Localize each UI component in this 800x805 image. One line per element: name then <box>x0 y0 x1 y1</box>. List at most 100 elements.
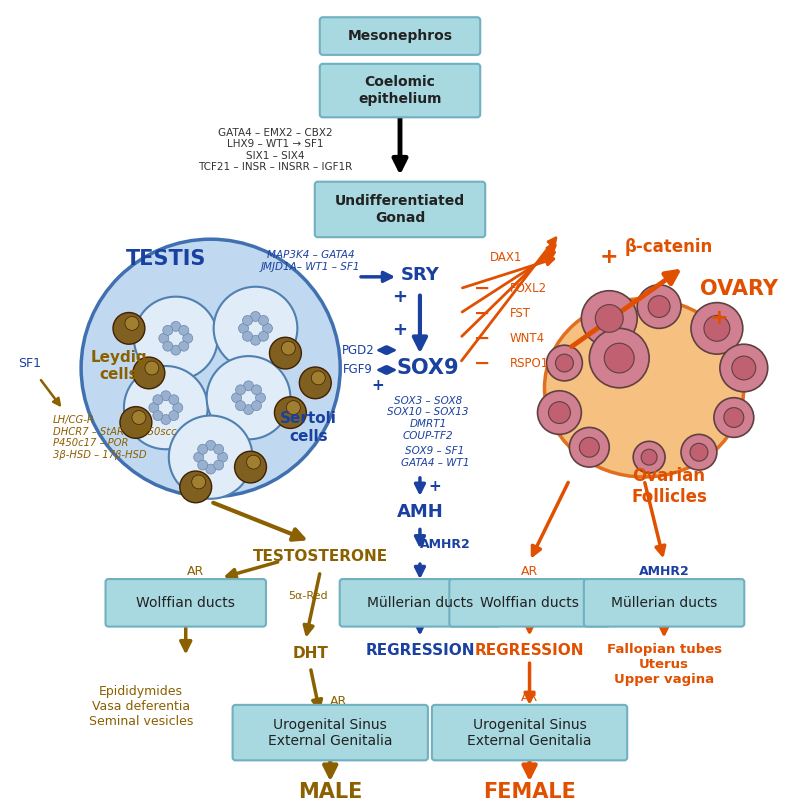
Circle shape <box>169 415 253 499</box>
Circle shape <box>648 295 670 317</box>
Text: Sertoli
cells: Sertoli cells <box>280 411 337 444</box>
Circle shape <box>198 460 208 470</box>
Circle shape <box>178 341 189 351</box>
Circle shape <box>161 390 170 401</box>
Circle shape <box>251 401 262 411</box>
Text: Coelomic
epithelium: Coelomic epithelium <box>358 76 442 105</box>
Circle shape <box>250 336 261 345</box>
Text: SOX3 – SOX8
SOX10 – SOX13
DMRT1
COUP-TF2: SOX3 – SOX8 SOX10 – SOX13 DMRT1 COUP-TF2 <box>387 396 469 440</box>
Text: Undifferentiated
Gonad: Undifferentiated Gonad <box>335 194 465 225</box>
Circle shape <box>286 401 300 415</box>
Circle shape <box>198 444 208 454</box>
Text: PGD2: PGD2 <box>342 344 374 357</box>
Circle shape <box>246 455 261 469</box>
Text: Ovarian
Follicles: Ovarian Follicles <box>631 468 707 506</box>
Circle shape <box>153 411 163 420</box>
Text: GATA4 – EMX2 – CBX2
LHX9 – WT1 → SF1
SIX1 – SIX4
TCF21 – INSR – INSRR – IGF1R: GATA4 – EMX2 – CBX2 LHX9 – WT1 → SF1 SIX… <box>198 128 353 172</box>
Text: REGRESSION: REGRESSION <box>365 643 474 658</box>
Circle shape <box>163 325 173 336</box>
Text: Mesonephros: Mesonephros <box>347 29 453 43</box>
Text: Wolffian ducts: Wolffian ducts <box>480 596 579 610</box>
Circle shape <box>163 341 173 351</box>
Text: AMH: AMH <box>397 502 443 521</box>
Circle shape <box>714 398 754 437</box>
Circle shape <box>255 393 266 402</box>
Circle shape <box>637 285 681 328</box>
Circle shape <box>134 297 218 380</box>
FancyBboxPatch shape <box>340 579 500 626</box>
Text: Leydig
cells: Leydig cells <box>90 350 147 382</box>
FancyBboxPatch shape <box>106 579 266 626</box>
Text: SF1: SF1 <box>18 357 41 369</box>
Text: AMHR2: AMHR2 <box>419 538 470 551</box>
Text: FEMALE: FEMALE <box>483 782 576 802</box>
Text: Urogenital Sinus
External Genitalia: Urogenital Sinus External Genitalia <box>467 717 592 748</box>
Text: TESTOSTERONE: TESTOSTERONE <box>253 549 388 563</box>
Circle shape <box>206 356 290 440</box>
Text: REGRESSION: REGRESSION <box>474 643 584 658</box>
Circle shape <box>238 324 249 333</box>
Circle shape <box>732 356 756 380</box>
Text: AR: AR <box>521 564 538 578</box>
Circle shape <box>251 385 262 394</box>
Text: Urogenital Sinus
External Genitalia: Urogenital Sinus External Genitalia <box>268 717 393 748</box>
Text: +: + <box>710 308 728 328</box>
Circle shape <box>214 287 298 370</box>
Text: −: − <box>474 279 490 298</box>
Circle shape <box>218 452 228 462</box>
Circle shape <box>81 239 340 497</box>
Text: OVARY: OVARY <box>700 279 778 299</box>
Circle shape <box>169 394 178 405</box>
Circle shape <box>192 475 206 489</box>
Circle shape <box>206 464 216 474</box>
Circle shape <box>231 393 242 402</box>
Text: −: − <box>474 353 490 373</box>
Text: FST: FST <box>510 307 530 320</box>
Text: LH/CG-R
DHCR7 – StAR – P450scc
P450c17 – POR
3β-HSD – 17β-HSD: LH/CG-R DHCR7 – StAR – P450scc P450c17 –… <box>54 415 177 460</box>
Circle shape <box>555 354 574 372</box>
Circle shape <box>282 341 295 355</box>
Circle shape <box>182 333 193 343</box>
Circle shape <box>159 333 169 343</box>
Circle shape <box>125 316 139 330</box>
Text: TESTIS: TESTIS <box>126 249 206 269</box>
Circle shape <box>595 304 623 332</box>
Circle shape <box>161 415 170 424</box>
Circle shape <box>145 361 159 375</box>
Circle shape <box>720 345 768 392</box>
Circle shape <box>570 427 610 467</box>
Text: Epididymides
Vasa deferentia
Seminal vesicles: Epididymides Vasa deferentia Seminal ves… <box>89 685 193 728</box>
Text: DHT: DHT <box>292 646 328 661</box>
Circle shape <box>235 385 246 394</box>
Text: −: − <box>474 328 490 348</box>
Text: +: + <box>429 480 442 494</box>
FancyBboxPatch shape <box>314 182 486 237</box>
Circle shape <box>120 407 152 439</box>
Circle shape <box>113 312 145 345</box>
Circle shape <box>724 407 744 427</box>
Circle shape <box>242 332 253 341</box>
Text: Wolffian ducts: Wolffian ducts <box>136 596 235 610</box>
Circle shape <box>173 402 182 413</box>
Circle shape <box>274 397 306 428</box>
FancyBboxPatch shape <box>450 579 610 626</box>
Circle shape <box>206 440 216 450</box>
Text: Müllerian ducts: Müllerian ducts <box>367 596 473 610</box>
Text: +: + <box>393 287 407 306</box>
Text: AR: AR <box>187 564 204 578</box>
Text: DAX1: DAX1 <box>490 250 522 263</box>
Circle shape <box>132 411 146 424</box>
Circle shape <box>582 291 637 346</box>
Circle shape <box>124 366 208 449</box>
Text: AR: AR <box>521 691 538 704</box>
Text: 5α-Red: 5α-Red <box>289 591 328 601</box>
Ellipse shape <box>545 299 744 477</box>
Circle shape <box>262 324 273 333</box>
Circle shape <box>214 460 224 470</box>
Text: SOX9: SOX9 <box>397 358 459 378</box>
Text: Fallopian tubes
Uterus
Upper vagina: Fallopian tubes Uterus Upper vagina <box>606 643 722 687</box>
Text: FOXL2: FOXL2 <box>510 283 546 295</box>
Circle shape <box>299 367 331 398</box>
Text: +: + <box>393 321 407 340</box>
FancyBboxPatch shape <box>584 579 744 626</box>
